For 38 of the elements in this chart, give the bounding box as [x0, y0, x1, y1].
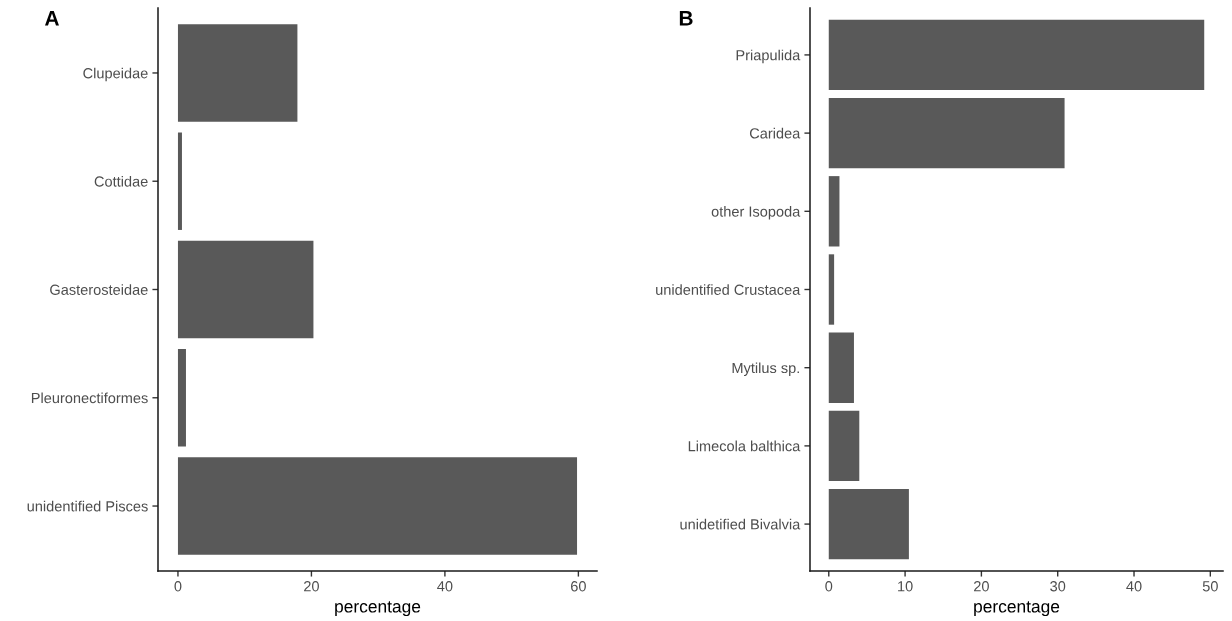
y-tick-label: unidentified Crustacea — [656, 284, 801, 295]
y-tick-label: Limecola balthica — [688, 440, 801, 452]
bar — [177, 240, 314, 339]
x-tick-label: 20 — [974, 581, 989, 592]
bar — [828, 254, 835, 325]
y-tick-label: Pleuronectiformes — [31, 392, 148, 404]
chart-title: B — [679, 11, 693, 26]
y-tick-label: Priapulida — [736, 49, 801, 64]
y-tick-label: Cottidae — [94, 175, 148, 187]
bar — [177, 457, 578, 555]
x-tick-label: 10 — [898, 581, 913, 592]
x-tick-label: 60 — [571, 581, 586, 592]
y-tick-label: Clupeidae — [83, 67, 148, 82]
x-tick-label: 40 — [437, 581, 453, 592]
bar — [828, 97, 1065, 169]
y-tick-label: other Isopoda — [711, 206, 801, 220]
bar — [177, 349, 186, 447]
bar — [828, 332, 854, 403]
x-tick-label: 40 — [1126, 581, 1142, 592]
x-axis-title: percentage — [974, 601, 1060, 617]
bar — [828, 19, 1205, 91]
x-tick-label: 50 — [1202, 581, 1218, 592]
bar — [828, 488, 909, 560]
x-tick-label: 0 — [174, 581, 182, 592]
bar — [177, 24, 298, 122]
x-tick-label: 0 — [825, 581, 833, 592]
x-axis-title: percentage — [335, 601, 421, 617]
x-tick-label: 30 — [1050, 581, 1066, 592]
chart-title: A — [44, 11, 59, 26]
y-tick-label: Mytilus sp. — [732, 362, 799, 376]
bar — [828, 410, 860, 482]
x-tick-label: 20 — [304, 581, 319, 592]
y-tick-label: Gasterosteidae — [50, 284, 148, 295]
bar — [177, 132, 182, 230]
bar — [828, 176, 840, 247]
y-tick-label: unidetified Bivalvia — [680, 518, 801, 530]
y-tick-label: Caridea — [749, 127, 801, 139]
y-tick-label: unidentified Pisces — [27, 500, 148, 512]
